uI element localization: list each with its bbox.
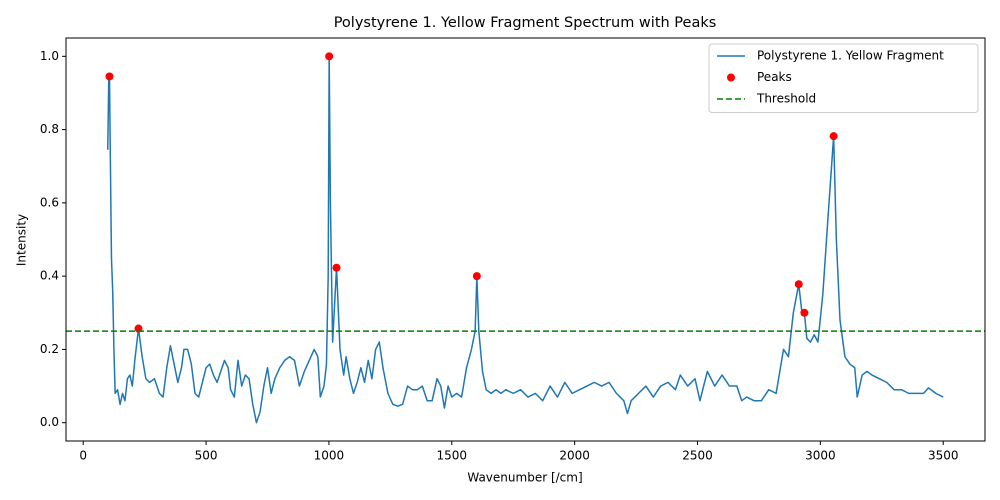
x-tick-label: 1000 [314,449,345,463]
peak-point [800,308,809,317]
peak-point [472,272,481,281]
legend-label: Polystyrene 1. Yellow Fragment [757,49,944,63]
peak-point [829,132,838,141]
legend-box [708,43,979,113]
y-tick-label: 1.0 [40,49,59,63]
peak-point [332,263,341,272]
legend: Polystyrene 1. Yellow Fragment Peaks Thres… [708,43,979,113]
y-tick-label: 0.6 [40,195,59,209]
axes-frame [65,37,986,442]
y-tick-label: 0.8 [40,122,59,136]
y-tick-label: 0.2 [40,342,59,356]
x-tick-label: 2500 [682,449,713,463]
x-tick-label: 2000 [559,449,590,463]
legend-swatch [727,73,735,82]
peak-point [325,52,334,61]
peak-point [105,72,114,81]
x-tick-label: 0 [79,449,87,463]
x-tick-label: 1500 [437,449,468,463]
y-tick-label: 0.4 [40,269,59,283]
x-tick-label: 3500 [928,449,959,463]
x-tick-label: 3000 [805,449,836,463]
y-axis-label: Intensity [15,214,29,266]
spectrum-line [107,55,944,424]
x-axis-label: Wavenumber [/cm] [467,471,582,485]
y-tick-label: 0.0 [40,415,59,429]
legend-label: Peaks [757,70,792,84]
plot-area [66,52,985,424]
x-tick-label: 500 [195,449,218,463]
peak-point [794,280,803,289]
legend-label: Threshold [756,92,816,106]
chart-title: Polystyrene 1. Yellow Fragment Spectrum … [334,15,717,31]
